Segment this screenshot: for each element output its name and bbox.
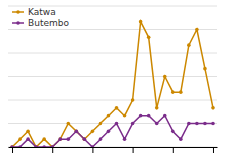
point (91, 130, 95, 134)
point (147, 114, 151, 118)
legend-label: Katwa (28, 7, 56, 17)
x-tick (133, 147, 134, 153)
point (131, 122, 135, 126)
point (115, 122, 119, 126)
x-tick (173, 147, 174, 153)
point (83, 137, 87, 141)
point (66, 137, 70, 141)
point (139, 20, 143, 24)
point (195, 122, 199, 126)
line (12, 22, 213, 147)
legend-item: Butembo (12, 18, 69, 28)
point (75, 130, 79, 134)
chart: KatwaButembo (0, 0, 225, 159)
x-tick-mark (133, 147, 134, 153)
marks (10, 20, 215, 147)
point (18, 145, 22, 147)
point (171, 130, 175, 134)
point (42, 145, 46, 147)
point (163, 75, 167, 79)
point (195, 28, 199, 32)
point (179, 90, 183, 94)
plot: KatwaButembo (8, 6, 218, 153)
legend-item: Katwa (12, 7, 56, 17)
point (163, 114, 167, 118)
point (107, 114, 111, 118)
x-tick-mark (92, 147, 93, 153)
x-tick-mark (12, 147, 13, 153)
legend-marker (16, 21, 20, 25)
point (66, 122, 70, 126)
grid-line (8, 123, 217, 124)
point (211, 122, 215, 126)
x-tick-mark (173, 147, 174, 153)
legend: KatwaButembo (12, 7, 69, 28)
point (10, 145, 14, 147)
x-axis-line (9, 147, 218, 148)
point (115, 106, 119, 110)
point (155, 122, 159, 126)
point (107, 130, 111, 134)
point (83, 137, 87, 141)
point (139, 114, 143, 118)
point (10, 145, 14, 147)
x-tick (52, 147, 53, 153)
x-tick (92, 147, 93, 153)
x-axis (9, 147, 218, 153)
point (171, 90, 175, 94)
legend-marker (16, 10, 20, 14)
point (155, 106, 159, 110)
point (50, 145, 54, 147)
point (26, 137, 30, 141)
x-tick-mark (213, 147, 214, 153)
point (179, 137, 183, 141)
point (211, 106, 215, 110)
grid-line (8, 76, 217, 77)
point (147, 36, 151, 40)
grid (8, 6, 217, 147)
legend-label: Butembo (28, 18, 69, 28)
point (99, 122, 103, 126)
point (58, 137, 62, 141)
point (203, 122, 207, 126)
point (99, 137, 103, 141)
point (18, 137, 22, 141)
grid-line (8, 53, 217, 54)
point (187, 122, 191, 126)
x-tick-mark (52, 147, 53, 153)
point (91, 145, 95, 147)
point (123, 114, 127, 118)
grid-line (8, 100, 217, 101)
point (203, 67, 207, 71)
grid-line (8, 29, 217, 30)
point (131, 98, 135, 102)
point (26, 130, 30, 134)
x-tick (12, 147, 13, 153)
point (42, 137, 46, 141)
point (58, 137, 62, 141)
point (123, 137, 127, 141)
point (187, 43, 191, 47)
point (75, 130, 79, 134)
line (12, 116, 213, 147)
x-tick (213, 147, 214, 153)
point (34, 145, 38, 147)
